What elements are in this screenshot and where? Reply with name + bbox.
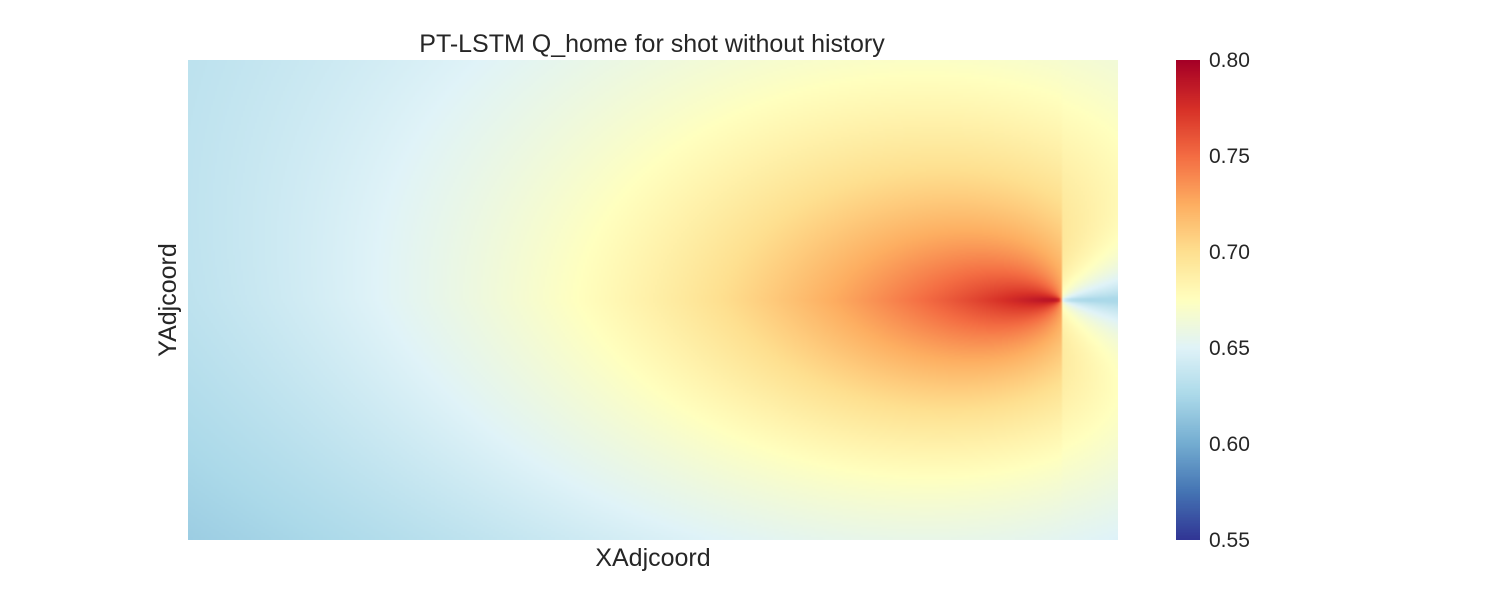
x-axis-label: XAdjcoord [595, 544, 710, 572]
heatmap [188, 60, 1118, 540]
colorbar [1176, 60, 1200, 540]
colorbar-tick-label: 0.75 [1209, 145, 1250, 168]
colorbar-tick-label: 0.65 [1209, 337, 1250, 360]
y-axis-label: YAdjcoord [154, 243, 182, 357]
colorbar-tick-label: 0.55 [1209, 529, 1250, 552]
colorbar-tick-label: 0.80 [1209, 49, 1250, 72]
chart-title: PT-LSTM Q_home for shot without history [419, 30, 885, 58]
colorbar-tick-label: 0.60 [1209, 433, 1250, 456]
colorbar-ticks: 0.55 0.60 0.65 0.70 0.75 0.80 [1209, 49, 1250, 552]
colorbar-tick-label: 0.70 [1209, 241, 1250, 264]
